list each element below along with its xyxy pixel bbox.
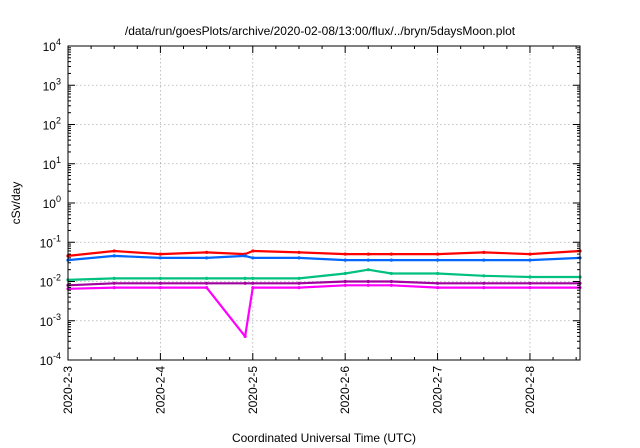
x-tick-label: 2020-2-5: [246, 366, 260, 414]
data-point: [436, 252, 440, 256]
y-tick-label: 10-3: [40, 312, 61, 329]
data-point: [243, 281, 247, 285]
y-tick-label: 102: [43, 116, 61, 133]
series-line: [67, 280, 580, 287]
data-point: [528, 281, 532, 285]
data-point: [205, 250, 209, 254]
data-point: [528, 258, 532, 262]
data-point: [436, 281, 440, 285]
data-point: [389, 258, 393, 262]
data-point: [366, 283, 370, 287]
data-point: [366, 268, 370, 272]
data-point: [158, 276, 162, 280]
data-point: [528, 286, 532, 290]
data-point: [205, 281, 209, 285]
y-tick-label: 103: [43, 76, 61, 93]
data-point: [112, 281, 116, 285]
series-layer: [66, 249, 582, 338]
data-point: [343, 258, 347, 262]
data-point: [243, 276, 247, 280]
x-tick-label: 2020-2-4: [153, 366, 167, 414]
data-point: [251, 276, 255, 280]
data-point: [366, 258, 370, 262]
x-axis-label: Coordinated Universal Time (UTC): [232, 431, 416, 445]
data-point: [482, 281, 486, 285]
y-tick-label: 10-4: [40, 351, 61, 368]
data-point: [343, 252, 347, 256]
data-point: [389, 279, 393, 284]
data-point: [528, 252, 532, 256]
data-point: [389, 252, 393, 256]
data-point: [343, 271, 347, 276]
data-point: [343, 279, 347, 284]
data-point: [251, 249, 255, 253]
data-point: [436, 286, 440, 290]
data-point: [205, 256, 209, 260]
grid: [68, 46, 580, 360]
data-point: [112, 249, 116, 253]
data-point: [112, 286, 116, 290]
data-point: [482, 286, 486, 290]
data-point: [343, 283, 347, 287]
data-point: [366, 279, 370, 284]
data-point: [112, 254, 116, 258]
y-axis-label: cSv/day: [9, 182, 23, 225]
data-point: [251, 256, 255, 260]
series-line: [67, 249, 581, 257]
data-point: [112, 276, 116, 280]
y-tick-label: 100: [43, 194, 61, 211]
data-point: [436, 271, 440, 276]
data-point: [297, 281, 301, 285]
data-point: [243, 334, 247, 338]
y-tick-label: 104: [43, 37, 61, 54]
data-point: [243, 254, 247, 258]
x-axis: 2020-2-3 2020-2-4 2020-2-5 2020-2-6 2020-2-7…: [61, 46, 577, 414]
data-point: [251, 281, 255, 285]
series-line: [67, 254, 581, 262]
y-tick-label: 10-1: [40, 233, 61, 250]
data-point: [251, 286, 255, 290]
x-tick-label: 2020-2-7: [431, 366, 445, 414]
data-point: [205, 286, 209, 290]
data-point: [297, 276, 301, 280]
data-point: [158, 252, 162, 256]
series-line: [67, 268, 580, 281]
y-axis: 10-4 10-3 10-2 10-1 100 101 102 103 104: [40, 37, 580, 368]
data-point: [158, 256, 162, 260]
y-tick-label: 101: [43, 155, 61, 172]
data-point: [528, 275, 532, 279]
data-point: [297, 250, 301, 254]
data-point: [436, 258, 440, 262]
data-point: [205, 276, 209, 280]
data-point: [482, 258, 486, 262]
data-point: [158, 281, 162, 285]
series-line: [67, 284, 580, 338]
data-point: [158, 286, 162, 290]
y-tick-label: 10-2: [40, 273, 61, 290]
data-point: [482, 250, 486, 254]
x-tick-label: 2020-2-3: [61, 366, 75, 414]
data-point: [389, 271, 393, 276]
data-point: [297, 256, 301, 260]
data-point: [389, 283, 393, 287]
data-point: [297, 286, 301, 290]
x-tick-label: 2020-2-8: [523, 366, 537, 414]
chart-title: /data/run/goesPlots/archive/2020-02-08/1…: [125, 24, 516, 38]
x-tick-label: 2020-2-6: [338, 366, 352, 414]
data-point: [366, 252, 370, 256]
data-point: [482, 274, 486, 278]
